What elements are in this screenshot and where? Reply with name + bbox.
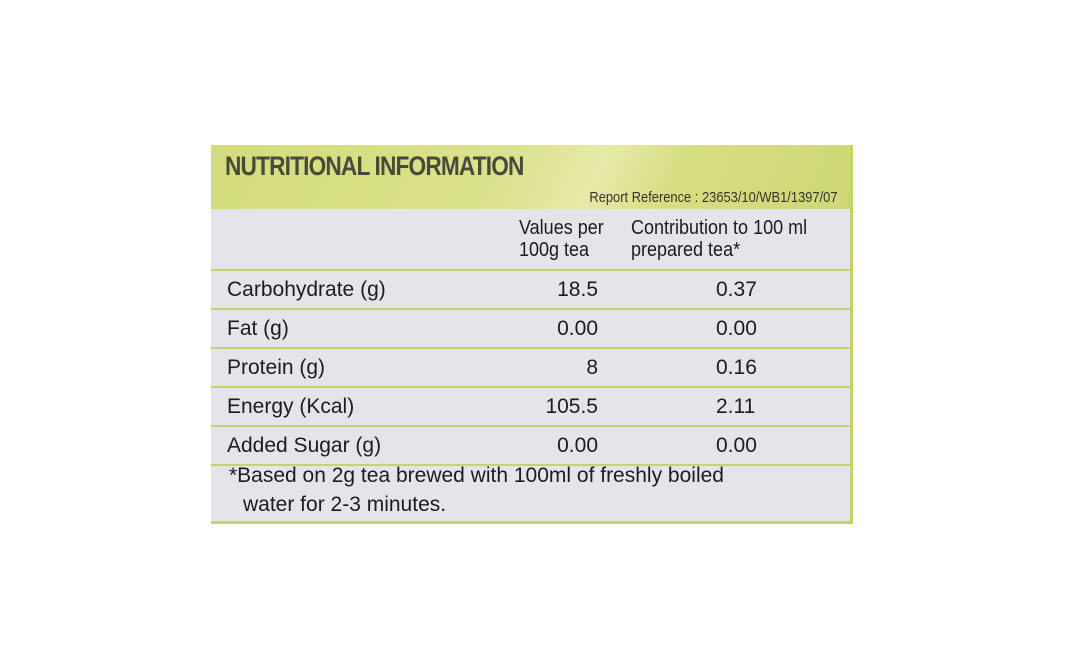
footnote-line1: *Based on 2g tea brewed with 100ml of fr… xyxy=(229,464,724,487)
footnote: *Based on 2g tea brewed with 100ml of fr… xyxy=(229,461,839,519)
table-row-fat: Fat (g) 0.00 0.00 xyxy=(211,310,850,349)
column-headers: Values per 100g tea Contribution to 100 … xyxy=(211,209,850,271)
nutrient-contribution: 0.16 xyxy=(716,356,757,379)
nutrient-table: Carbohydrate (g) 18.5 0.37 Fat (g) 0.00 … xyxy=(211,271,850,466)
contribution-header-line1: Contribution to 100 ml xyxy=(631,217,808,239)
nutrient-name: Fat (g) xyxy=(227,317,289,340)
values-column-header: Values per 100g tea xyxy=(519,217,604,261)
nutrient-contribution: 0.00 xyxy=(716,317,757,340)
nutrient-value: 105.5 xyxy=(545,395,598,418)
table-row-added-sugar: Added Sugar (g) 0.00 0.00 xyxy=(211,427,850,466)
nutrient-contribution: 2.11 xyxy=(716,395,756,418)
nutrient-contribution: 0.00 xyxy=(716,434,757,457)
nutrient-name: Protein (g) xyxy=(227,356,326,379)
nutrient-value: 0.00 xyxy=(557,317,598,340)
values-header-line2: 100g tea xyxy=(519,239,590,261)
header-band: NUTRITIONAL INFORMATION Report Reference… xyxy=(211,145,850,209)
nutrient-name: Energy (Kcal) xyxy=(227,395,355,418)
nutrient-value: 18.5 xyxy=(557,278,598,301)
table-row-protein: Protein (g) 8 0.16 xyxy=(211,349,850,388)
label-title: NUTRITIONAL INFORMATION xyxy=(225,151,524,181)
nutrition-label: NUTRITIONAL INFORMATION Report Reference… xyxy=(211,145,853,524)
table-row-carbohydrate: Carbohydrate (g) 18.5 0.37 xyxy=(211,271,850,310)
table-row-energy: Energy (Kcal) 105.5 2.11 xyxy=(211,388,850,427)
nutrient-contribution: 0.37 xyxy=(716,278,757,301)
contribution-column-header: Contribution to 100 ml prepared tea* xyxy=(631,217,807,261)
contribution-header-line2: prepared tea* xyxy=(631,239,741,261)
nutrient-value: 0.00 xyxy=(557,434,598,457)
nutrient-name: Added Sugar (g) xyxy=(227,434,382,457)
nutrient-name: Carbohydrate (g) xyxy=(227,278,386,301)
footnote-line2: water for 2-3 minutes. xyxy=(243,493,447,516)
nutrient-value: 8 xyxy=(586,356,598,379)
values-header-line1: Values per xyxy=(519,217,604,239)
report-reference: Report Reference : 23653/10/WB1/1397/07 xyxy=(589,189,838,206)
